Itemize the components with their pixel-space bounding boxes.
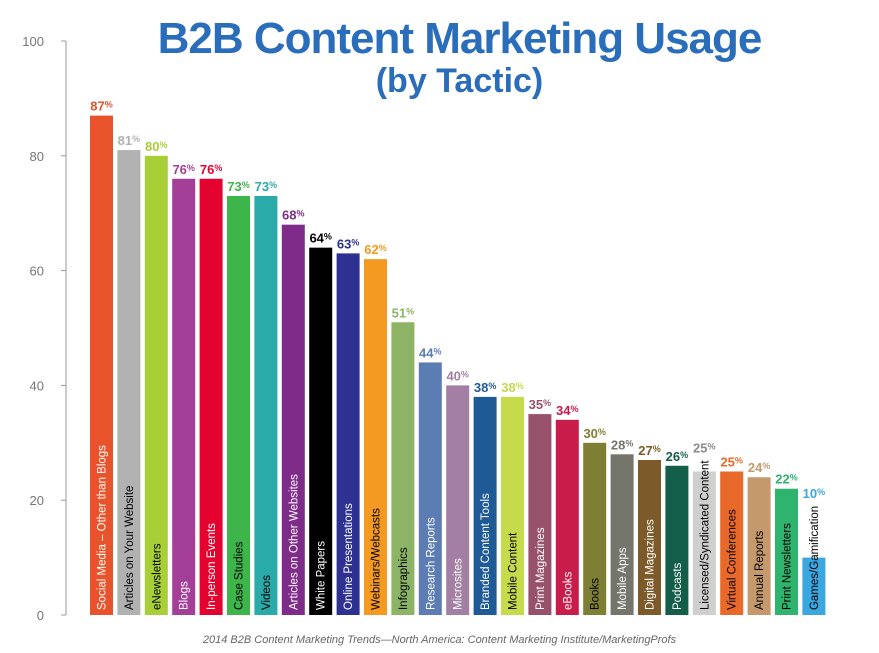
- value-label: 24%: [748, 460, 770, 475]
- value-label: 38%: [474, 380, 496, 395]
- bar: [446, 385, 470, 615]
- bar: [555, 419, 579, 615]
- bar: [90, 115, 113, 616]
- bar: [364, 259, 387, 615]
- bar: [391, 322, 415, 615]
- bar: [583, 442, 607, 615]
- bar: [199, 178, 223, 615]
- y-tick-label: 0: [37, 608, 44, 623]
- value-label: 22%: [775, 472, 797, 487]
- value-label: 73%: [255, 179, 277, 194]
- value-label: 38%: [501, 380, 523, 395]
- value-label: 62%: [364, 242, 386, 257]
- chart-subtitle: (by Tactic): [375, 62, 544, 100]
- bar: [747, 477, 771, 615]
- category-label: Infographics: [398, 547, 410, 610]
- category-label: Branded Content Tools: [480, 493, 492, 610]
- value-label: 81%: [118, 133, 140, 148]
- bar: [117, 150, 141, 615]
- bar: [692, 471, 716, 615]
- chart-title: B2B Content Marketing Usage: [157, 14, 763, 63]
- y-tick-label: 100: [22, 34, 44, 49]
- category-label: Case Studies: [234, 541, 246, 610]
- category-label: Articles on Your Website: [124, 486, 136, 610]
- category-label: Microsites: [453, 558, 465, 610]
- bar: [254, 195, 278, 616]
- category-label: Mobile Content: [508, 532, 520, 610]
- bar: [501, 396, 524, 615]
- category-label: Videos: [261, 575, 273, 610]
- value-label: 68%: [282, 208, 304, 223]
- value-label: 35%: [529, 397, 551, 412]
- category-label: Webinars/Webcasts: [371, 508, 383, 610]
- value-label: 76%: [200, 162, 222, 177]
- category-label: In-person Events: [206, 523, 218, 610]
- bar: [720, 471, 744, 615]
- value-label: 64%: [309, 231, 331, 246]
- bar: [528, 414, 552, 615]
- value-label: 26%: [666, 449, 688, 464]
- bar: [172, 178, 196, 615]
- category-label: Books: [590, 578, 602, 610]
- bar: [418, 362, 442, 615]
- bar: [309, 247, 333, 615]
- bar: [665, 465, 689, 615]
- y-tick-label: 60: [30, 264, 44, 279]
- category-label: eNewsletters: [151, 543, 163, 610]
- value-label: 87%: [90, 99, 112, 114]
- bar: [473, 396, 497, 615]
- bar: [610, 454, 634, 615]
- source-note: 2014 B2B Content Marketing Trends—North …: [202, 634, 677, 646]
- value-label: 40%: [446, 368, 468, 383]
- y-tick-label: 20: [30, 493, 44, 508]
- category-label: Print Magazines: [535, 527, 547, 610]
- value-label: 44%: [419, 345, 441, 360]
- category-label: Podcasts: [672, 562, 684, 610]
- bar: [281, 224, 305, 615]
- category-label: White Papers: [316, 541, 328, 610]
- value-label: 34%: [556, 403, 578, 418]
- bar: [144, 155, 168, 616]
- value-label: 80%: [145, 139, 167, 154]
- category-label: Licensed/Syndicated Content: [699, 460, 711, 610]
- value-label: 28%: [611, 437, 633, 452]
- category-label: Social Media – Other than Blogs: [97, 445, 109, 610]
- value-label: 73%: [227, 179, 249, 194]
- category-label: Games/Gamification: [809, 506, 821, 610]
- bar: [802, 557, 826, 615]
- value-label: 51%: [392, 305, 414, 320]
- y-tick-label: 80: [30, 149, 44, 164]
- value-label: 25%: [693, 440, 715, 455]
- category-label: Mobile Apps: [617, 547, 629, 610]
- category-label: Blogs: [179, 581, 191, 610]
- category-label: Online Presentations: [343, 503, 355, 610]
- value-label: 27%: [638, 443, 660, 458]
- value-label: 30%: [583, 426, 605, 441]
- category-label: Annual Reports: [754, 530, 766, 610]
- category-label: eBooks: [562, 571, 574, 610]
- value-label: 76%: [172, 162, 194, 177]
- value-label: 25%: [720, 455, 742, 470]
- bar: [336, 253, 360, 615]
- bar: [638, 460, 661, 615]
- category-label: Digital Magazines: [645, 519, 657, 610]
- bar: [775, 488, 798, 615]
- category-label: Articles on Other Websites: [288, 474, 300, 610]
- value-label: 63%: [337, 236, 359, 251]
- category-label: Print Newsletters: [782, 523, 794, 610]
- y-tick-label: 40: [30, 378, 44, 393]
- category-label: Virtual Conferences: [727, 509, 739, 610]
- value-label: 10%: [803, 486, 825, 501]
- bar: [227, 195, 250, 616]
- category-label: Research Reports: [425, 517, 437, 610]
